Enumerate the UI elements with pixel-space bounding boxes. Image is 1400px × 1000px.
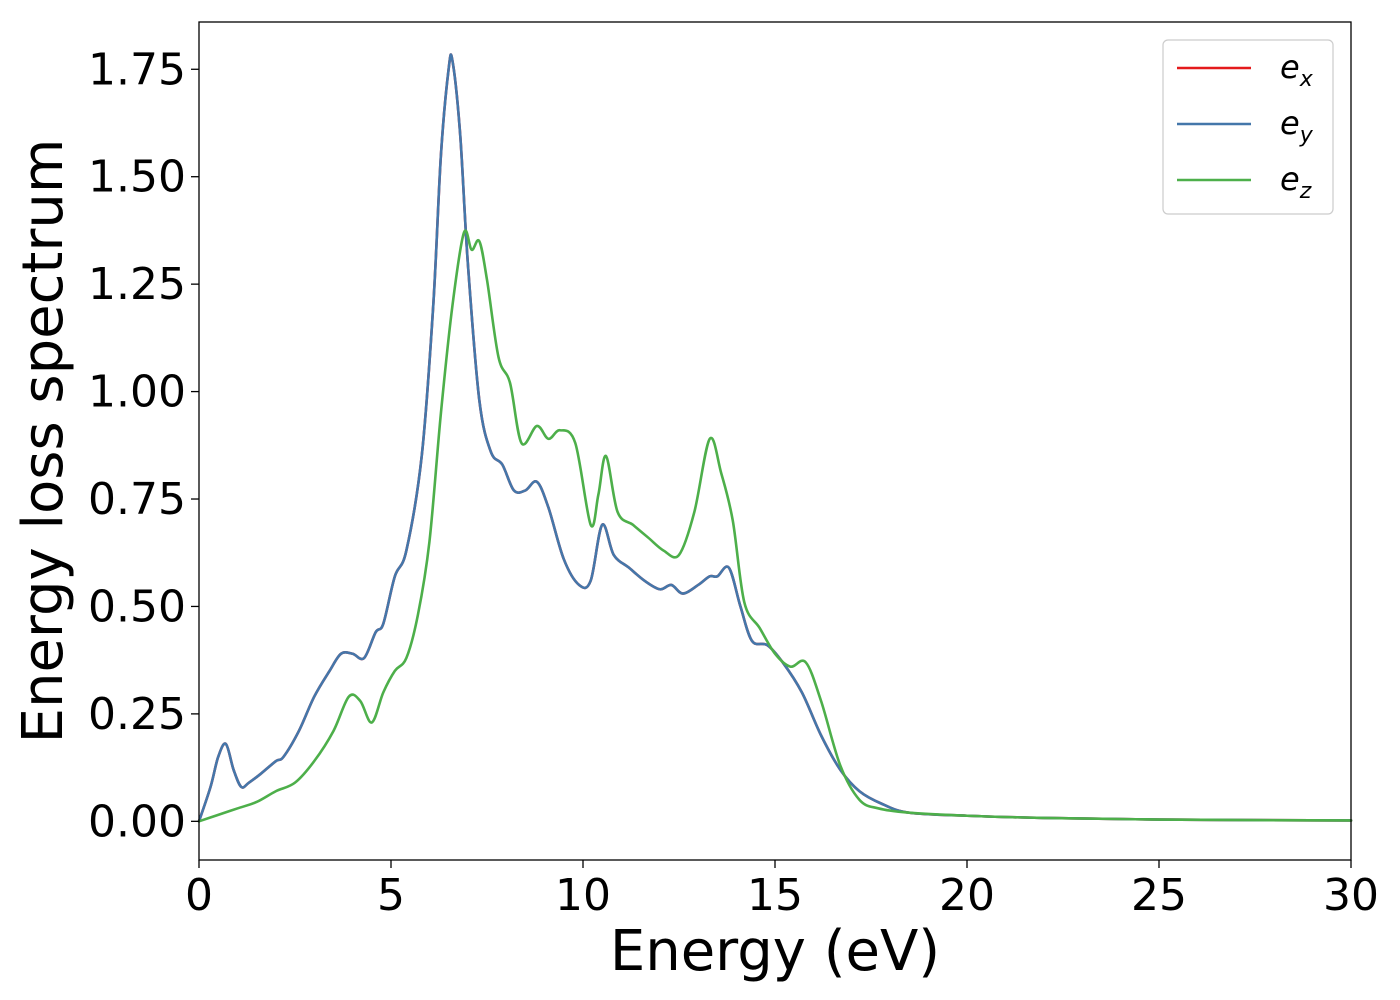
x-axis-title: Energy (eV) (610, 919, 940, 984)
y-tick-label: 1.25 (88, 259, 186, 310)
x-tick-label: 5 (377, 870, 405, 921)
y-tick-label: 1.00 (88, 367, 186, 418)
x-axis: 0 5 10 15 20 25 30 (185, 860, 1379, 921)
y-tick-label: 0.75 (88, 474, 186, 525)
legend: ex ey ez (1162, 39, 1334, 215)
x-tick-label: 0 (185, 870, 213, 921)
legend-label-e-x: ex (1280, 48, 1314, 92)
y-tick-label: 1.75 (88, 44, 186, 95)
x-tick-label: 10 (555, 870, 611, 921)
legend-box (1162, 39, 1334, 215)
y-tick-label: 0.00 (88, 796, 186, 847)
x-tick-label: 30 (1323, 870, 1379, 921)
y-tick-label: 1.50 (88, 152, 186, 203)
legend-label-e-y: ey (1280, 104, 1314, 148)
series-line-e-z (197, 229, 1353, 823)
y-axis: 0.00 0.25 0.50 0.75 1.00 1.25 1.50 1.75 (88, 44, 199, 847)
x-tick-label: 25 (1131, 870, 1187, 921)
y-tick-label: 0.25 (88, 689, 186, 740)
y-tick-label: 0.50 (88, 581, 186, 632)
x-tick-label: 15 (747, 870, 803, 921)
series-line-e-y (197, 53, 1353, 823)
y-axis-title: Energy loss spectrum (11, 139, 76, 744)
series-layer (197, 53, 1353, 823)
x-tick-label: 20 (939, 870, 995, 921)
legend-label-e-z: ez (1280, 160, 1312, 204)
